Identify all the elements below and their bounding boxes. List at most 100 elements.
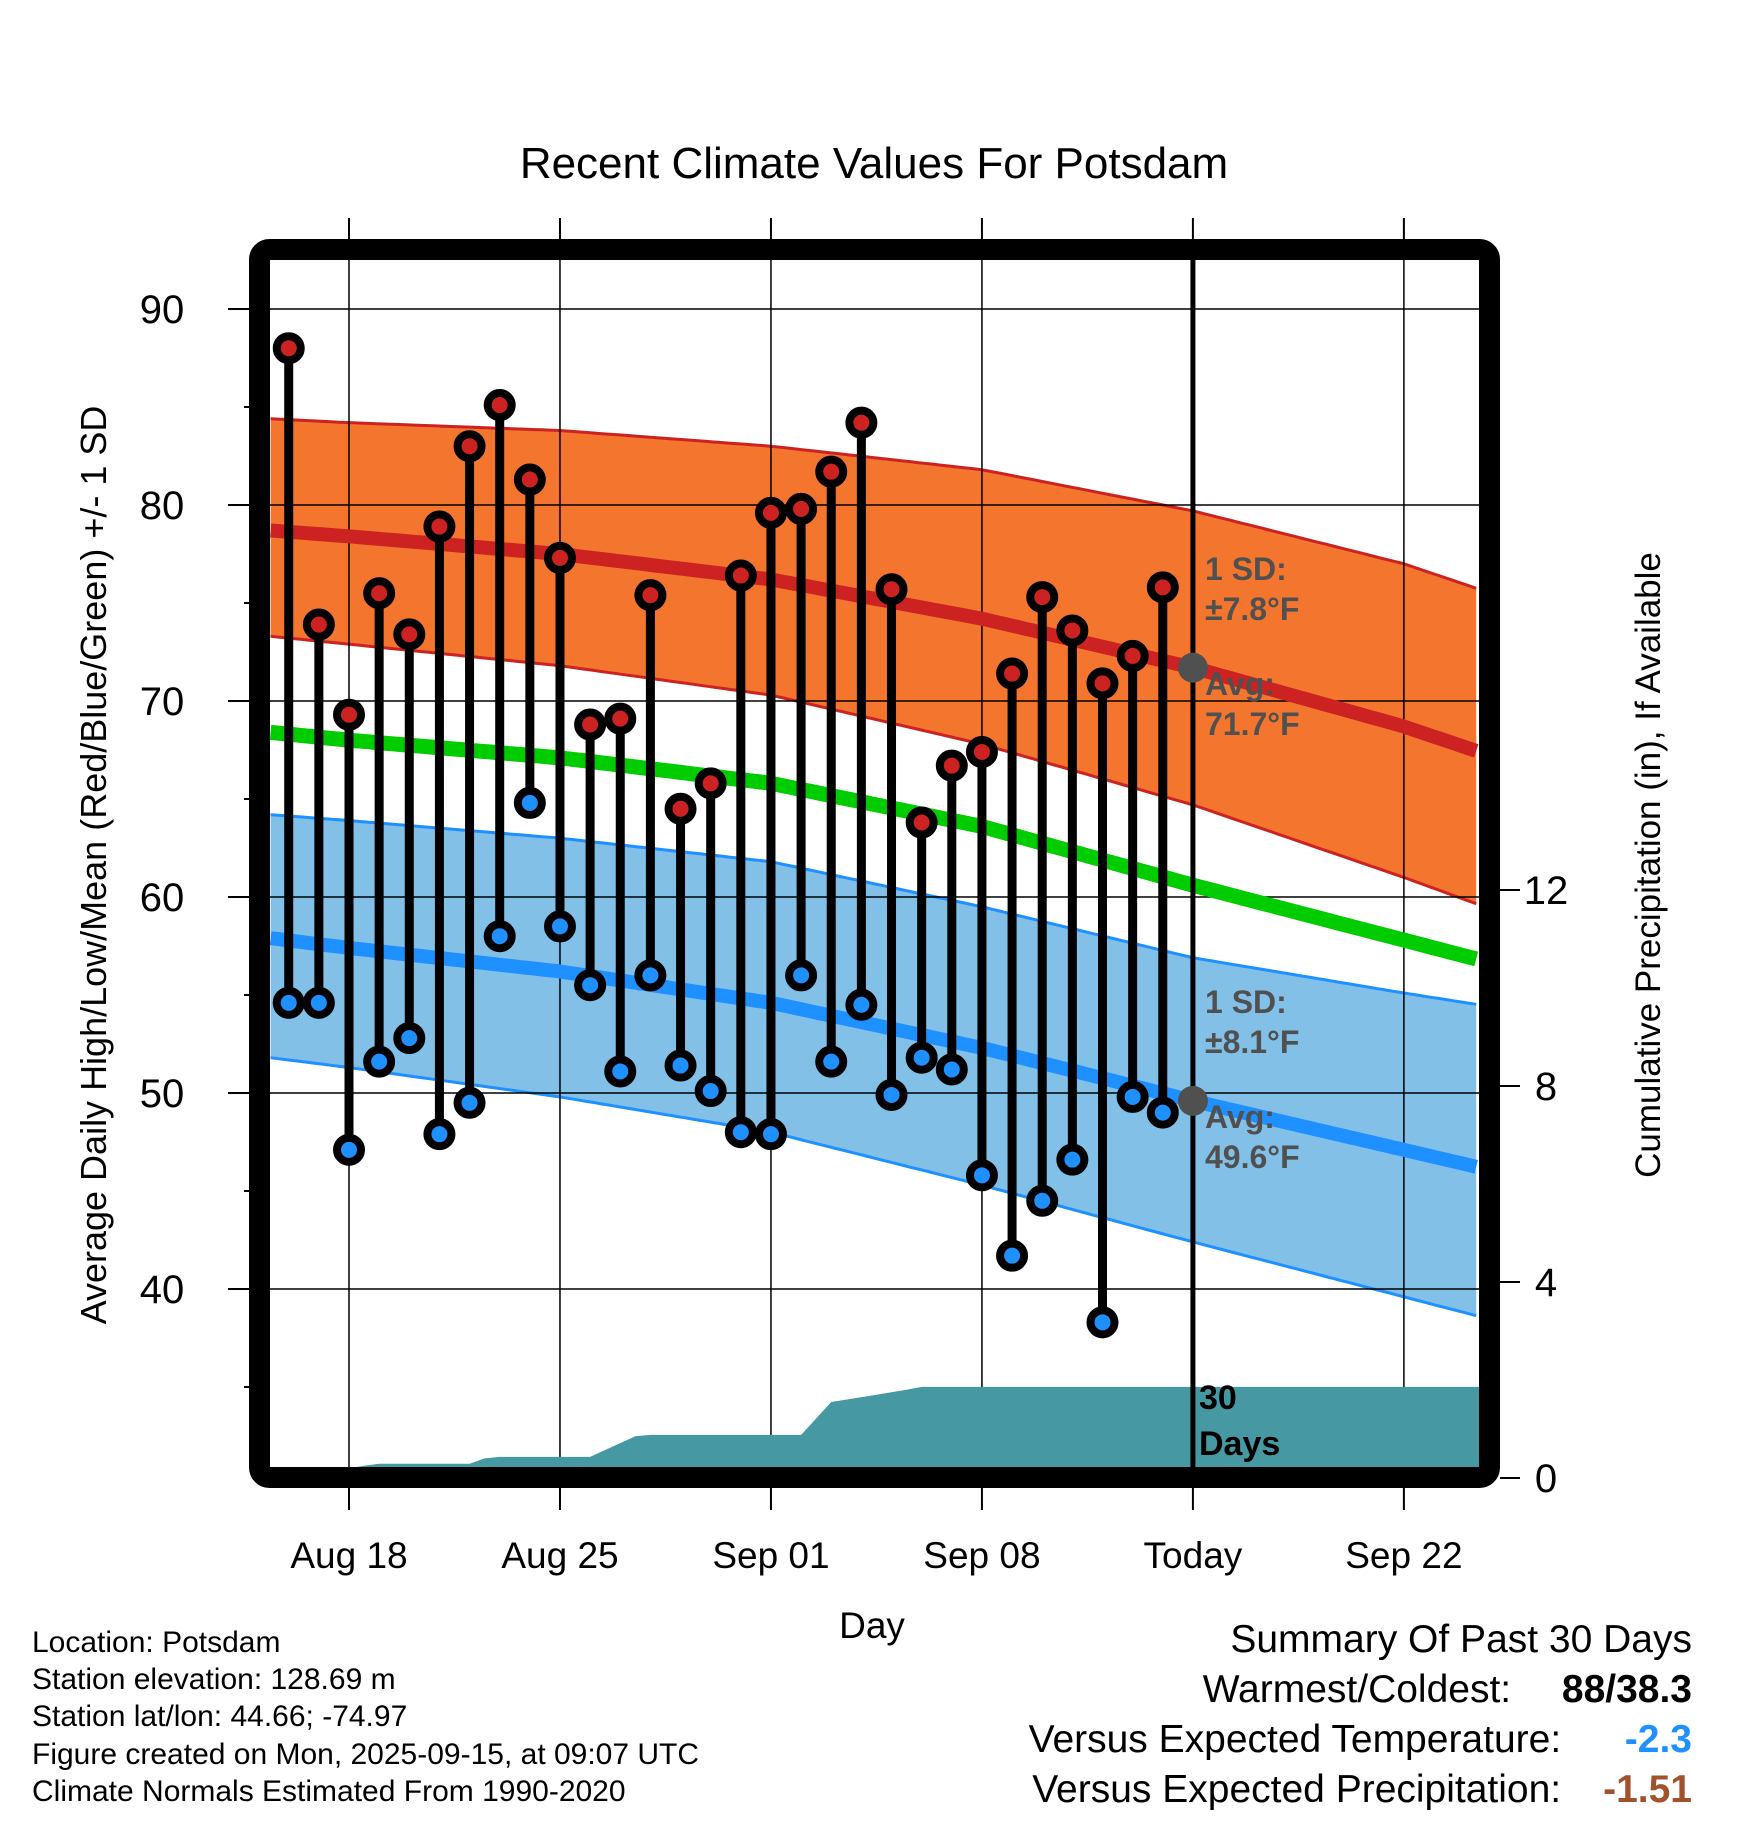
obs-high-point	[996, 657, 1029, 690]
y2-tick-label: 0	[1535, 1457, 1557, 1501]
obs-high-point	[513, 463, 546, 496]
y-tick-label: 90	[140, 288, 185, 332]
x-tick-label: Aug 25	[501, 1535, 618, 1576]
summary-vs-precip: Versus Expected Precipitation: -1.51	[1032, 1770, 1692, 1810]
obs-high-point	[333, 698, 365, 731]
y2-axis-label: Cumulative Precipitation (in), If Availa…	[1629, 552, 1668, 1178]
obs-day	[574, 708, 607, 1002]
obs-day	[1026, 581, 1059, 1217]
period-annotation: Days	[1199, 1425, 1280, 1463]
obs-low-point	[875, 1078, 908, 1111]
y-tick-label: 50	[140, 1072, 185, 1116]
y-tick-label: 70	[140, 680, 185, 724]
obs-low-point	[604, 1055, 637, 1088]
high-sd-annotation: 1 SD:	[1205, 551, 1287, 587]
precip-area-fill	[349, 1386, 1480, 1469]
obs-low-point	[1086, 1306, 1119, 1339]
obs-high-point	[965, 735, 998, 768]
obs-low-point	[1056, 1143, 1089, 1176]
obs-day	[363, 577, 396, 1078]
obs-low-point	[1146, 1096, 1179, 1129]
y2-tick-label: 4	[1535, 1261, 1557, 1305]
obs-day	[694, 767, 727, 1108]
obs-high-point	[453, 430, 486, 463]
obs-day	[513, 463, 546, 819]
obs-day	[1116, 639, 1149, 1113]
today-high-avg-dot	[1177, 652, 1208, 683]
low-sd-annotation: 1 SD:	[1205, 984, 1287, 1020]
obs-day	[664, 792, 697, 1082]
obs-low-point	[845, 988, 878, 1021]
obs-day	[302, 608, 335, 1019]
vs-precip-label: Versus Expected Precipitation:	[1032, 1768, 1562, 1811]
obs-low-point	[754, 1118, 787, 1151]
obs-high-point	[935, 749, 968, 782]
low-sd-band	[270, 814, 1477, 1316]
summary-title: Summary Of Past 30 Days	[1230, 1618, 1692, 1661]
obs-low-point	[363, 1045, 396, 1078]
obs-high-point	[1056, 614, 1089, 647]
obs-high-point	[272, 332, 305, 365]
location-text: Location: Potsdam	[32, 1626, 281, 1659]
high-avg-annotation: 71.7°F	[1205, 706, 1300, 742]
obs-day	[604, 702, 637, 1088]
obs-low-point	[1026, 1184, 1059, 1217]
x-axis-label: Day	[839, 1605, 905, 1646]
obs-high-point	[694, 767, 727, 800]
vs-precip-value: -1.51	[1603, 1768, 1692, 1811]
obs-day	[724, 559, 757, 1149]
plot-frame	[249, 239, 1500, 1488]
obs-high-point	[815, 455, 848, 488]
obs-day	[1086, 667, 1119, 1339]
today-marker	[1177, 260, 1208, 1468]
low-avg-annotation: 49.6°F	[1205, 1139, 1300, 1175]
obs-low-point	[483, 920, 516, 953]
obs-low-point	[815, 1045, 848, 1078]
obs-day	[453, 430, 486, 1119]
obs-high-point	[1086, 667, 1119, 700]
obs-low-point	[694, 1075, 727, 1108]
precip-area	[349, 1386, 1480, 1469]
axes: 40 50 60 70 80 90 0 4 8 12 Aug 18 Aug 25 Sep 01 Sep 0…	[140, 218, 1568, 1576]
obs-high-point	[724, 559, 757, 592]
y-tick-label: 80	[140, 484, 185, 528]
obs-day	[393, 618, 426, 1055]
obs-day	[965, 735, 998, 1192]
obs-low-point	[513, 786, 546, 819]
obs-low-point	[905, 1041, 938, 1074]
obs-high-point	[1146, 571, 1179, 604]
obs-low-point	[393, 1022, 426, 1055]
obs-day	[875, 573, 908, 1111]
obs-high-point	[483, 389, 516, 422]
obs-low-point	[333, 1133, 365, 1166]
obs-low-point	[1116, 1080, 1149, 1113]
obs-high-point	[423, 510, 456, 543]
obs-high-point	[754, 496, 787, 529]
summary-vs-temp: Versus Expected Temperature: -2.3	[1029, 1720, 1692, 1760]
obs-high-point	[574, 708, 607, 741]
high-sd-band	[270, 418, 1477, 904]
y-axis-label: Average Daily High/Low/Mean (Red/Blue/Gr…	[73, 406, 114, 1325]
obs-low-point	[634, 959, 667, 992]
obs-day	[815, 455, 848, 1078]
y-tick-label: 60	[140, 876, 185, 920]
obs-high-point	[845, 406, 878, 439]
x-tick-label: Sep 22	[1345, 1535, 1462, 1576]
high-sd-annotation: ±7.8°F	[1205, 591, 1299, 627]
chart-title: Recent Climate Values For Potsdam	[520, 139, 1228, 188]
obs-day	[845, 406, 878, 1021]
obs-day	[785, 492, 818, 992]
obs-day	[483, 389, 516, 953]
obs-low-point	[996, 1239, 1029, 1272]
vs-temp-label: Versus Expected Temperature:	[1028, 1718, 1562, 1761]
obs-high-point	[302, 608, 335, 641]
high-upper-edge	[270, 417, 1477, 590]
obs-low-point	[302, 986, 335, 1019]
summary-warmest-coldest: Warmest/Coldest: 88/38.3	[1203, 1670, 1692, 1710]
obs-high-point	[634, 579, 667, 612]
latlon-text: Station lat/lon: 44.66; -74.97	[32, 1700, 408, 1733]
today-low-avg-dot	[1177, 1085, 1208, 1116]
obs-high-point	[664, 792, 697, 825]
obs-low-point	[724, 1116, 757, 1149]
